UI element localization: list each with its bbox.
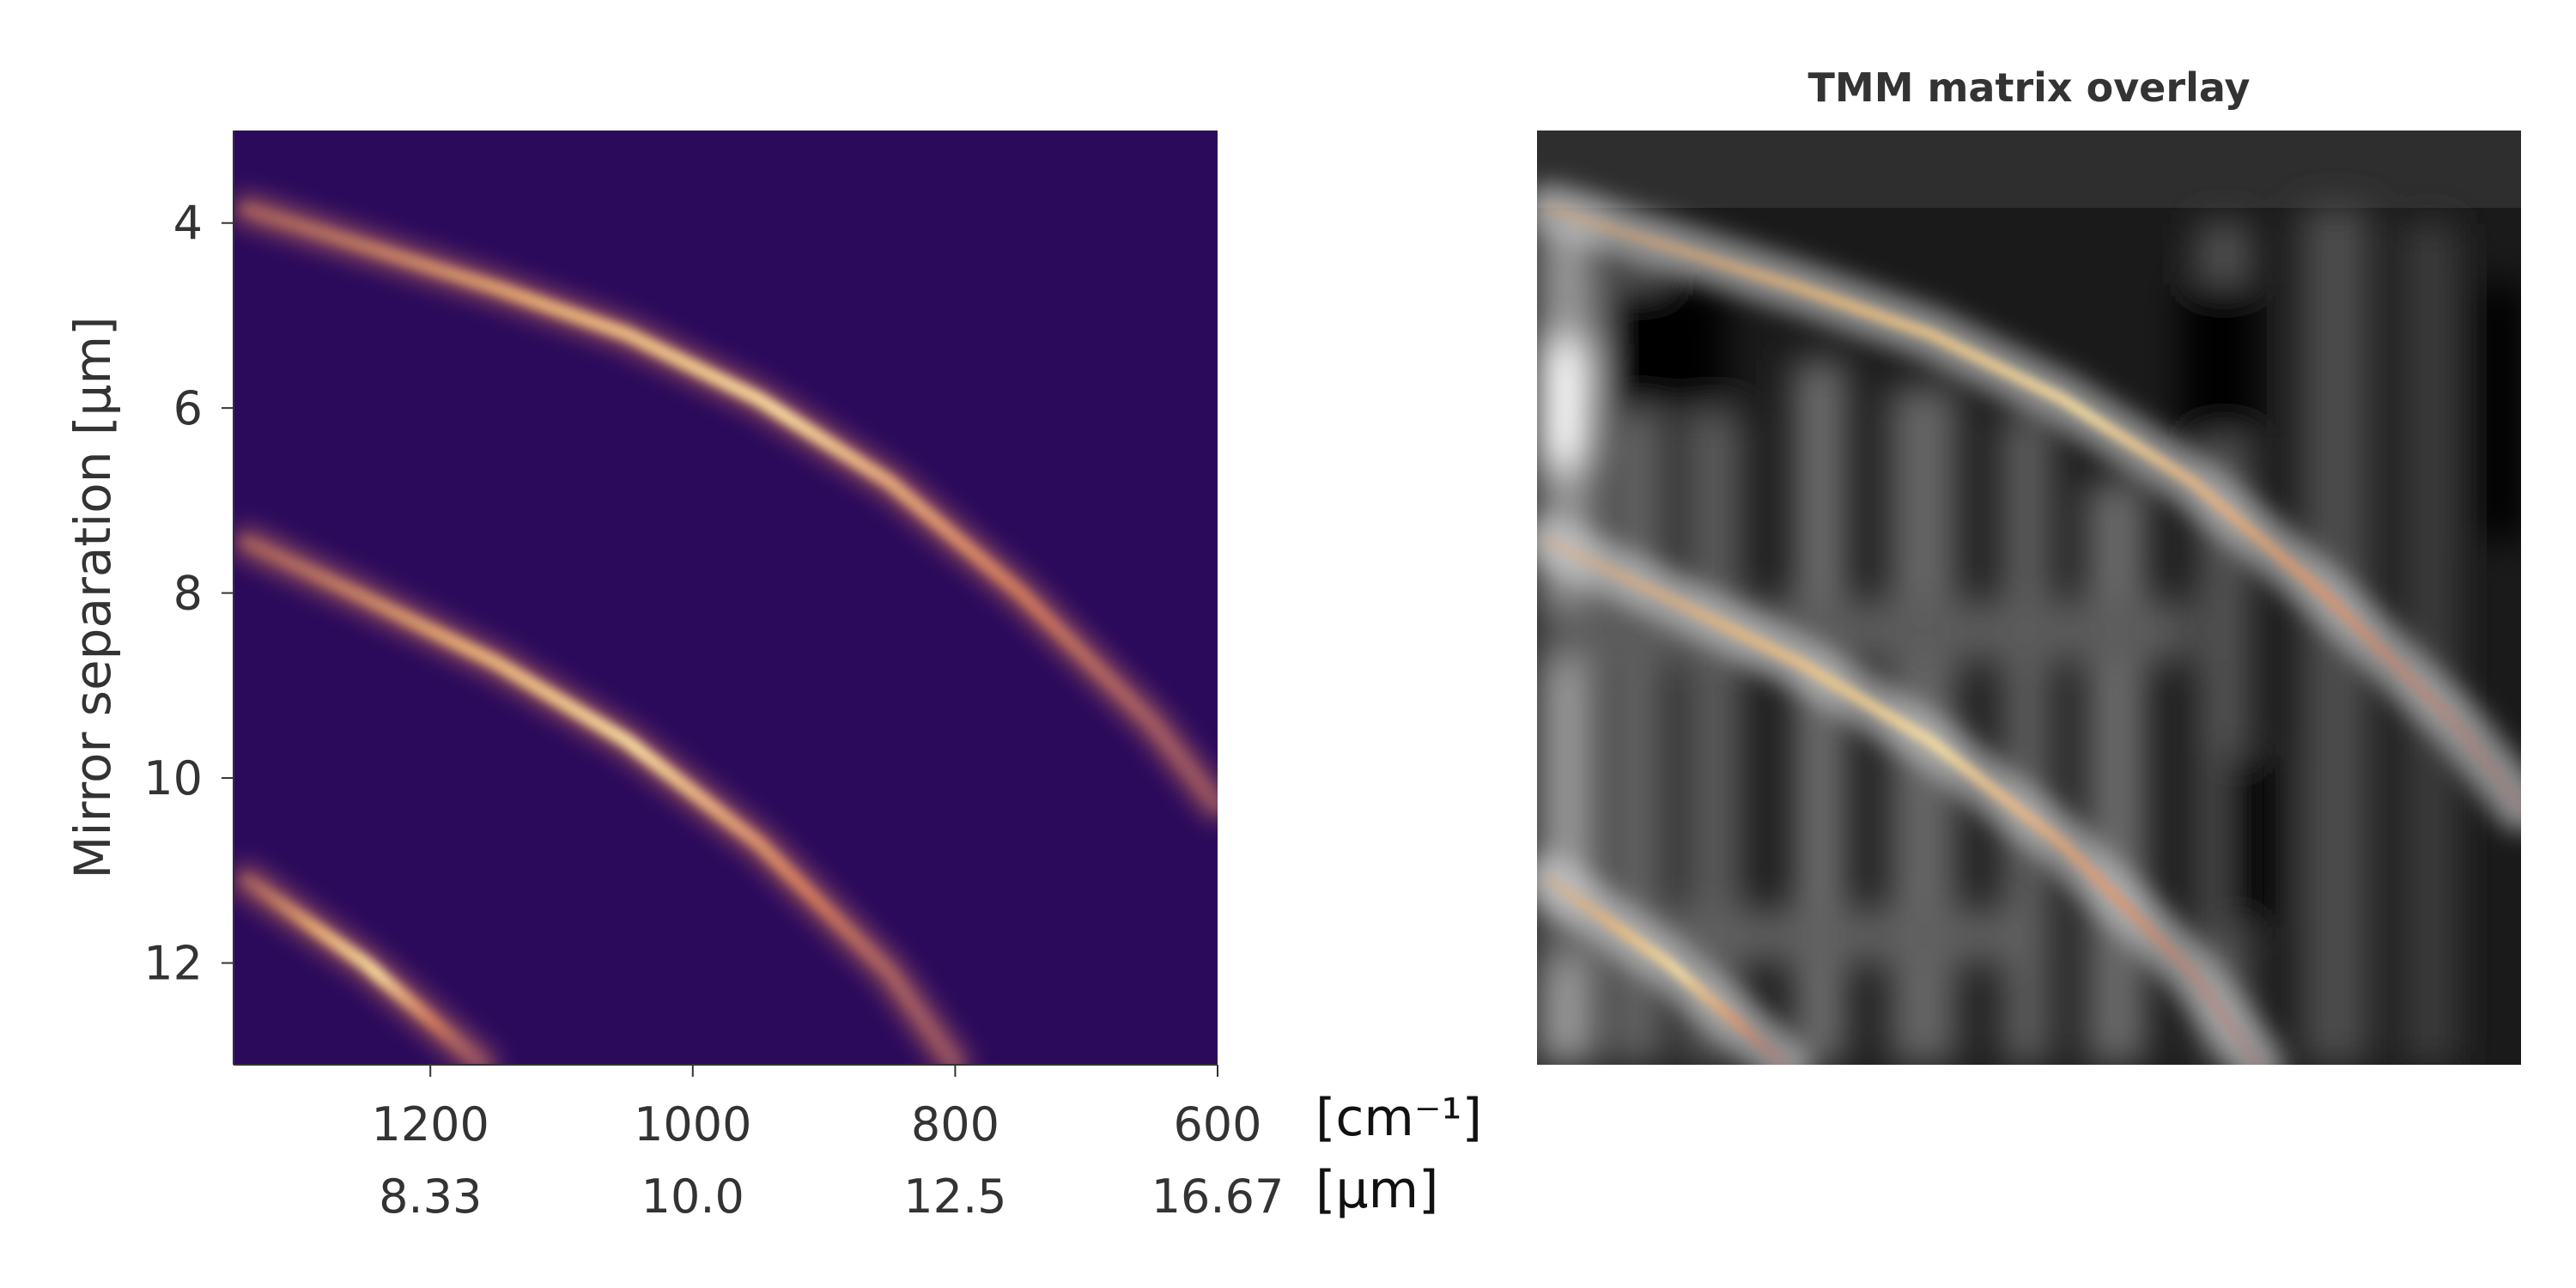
band-3 [234, 865, 498, 1065]
y-axis-label: Mirror separation [μm] [64, 316, 122, 878]
x-tick-label-wavenumber: 1200 [371, 1097, 489, 1151]
overlay-band-3 [1545, 874, 1792, 1065]
overlay-band-1 [1545, 204, 2521, 811]
y-tick-label: 4 [173, 197, 203, 251]
overlay-band-2 [1545, 537, 2264, 1065]
x-tick-label-wavelength: 8.33 [379, 1170, 482, 1224]
overlay-title: TMM matrix overlay [1808, 64, 2251, 111]
right-panel: TMM matrix overlay [1537, 64, 2521, 1065]
left-axes: 4 6 8 10 12 1200 8.33 1000 10.0 800 12.5 600 16.67 [c… [143, 131, 1482, 1224]
y-tick-label: 10 [143, 751, 203, 805]
overlay-image [1537, 131, 2521, 1065]
band-2 [234, 527, 970, 1065]
x-unit-wavelength: [μm] [1315, 1160, 1438, 1220]
y-tick-label: 12 [143, 937, 203, 991]
x-unit-wavenumber: [cm⁻¹] [1315, 1088, 1482, 1148]
x-tick-label-wavenumber: 1000 [634, 1097, 751, 1151]
x-tick-label-wavelength: 16.67 [1151, 1170, 1285, 1224]
x-tick-label-wavelength: 12.5 [903, 1170, 1006, 1224]
x-tick-label-wavenumber: 800 [911, 1097, 999, 1151]
left-panel: 4 6 8 10 12 1200 8.33 1000 10.0 800 12.5 600 16.67 [c… [64, 131, 1482, 1224]
y-tick-label: 8 [173, 567, 203, 621]
x-tick-label-wavenumber: 600 [1173, 1097, 1261, 1151]
x-tick-label-wavelength: 10.0 [641, 1170, 744, 1224]
band-1 [234, 194, 1218, 821]
left-bands [234, 194, 1218, 1065]
y-tick-label: 6 [173, 381, 203, 435]
